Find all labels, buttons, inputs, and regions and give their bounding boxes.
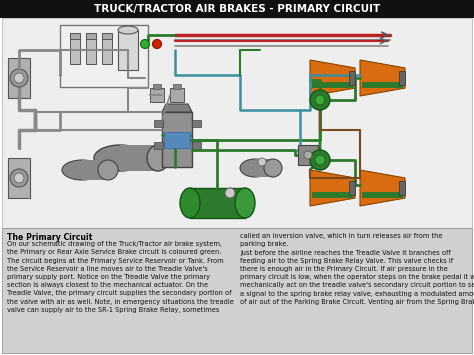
Bar (312, 82, 353, 88)
Circle shape (14, 173, 24, 183)
Text: called an inversion valve, which in turn releases air from the
parking brake.
Ju: called an inversion valve, which in turn… (240, 233, 474, 305)
Ellipse shape (180, 188, 200, 218)
Polygon shape (360, 170, 405, 206)
Bar (86, 33, 96, 39)
Bar (2, 228, 472, 353)
Circle shape (304, 151, 312, 159)
Polygon shape (310, 60, 355, 96)
Bar (399, 71, 405, 85)
Bar (255, 159, 273, 177)
Ellipse shape (62, 160, 102, 180)
Bar (0, 0, 474, 18)
Circle shape (315, 95, 325, 105)
Ellipse shape (147, 145, 169, 171)
Bar (120, 145, 158, 171)
Text: The Primary Circuit: The Primary Circuit (7, 233, 92, 242)
Bar (102, 33, 112, 39)
Bar (362, 192, 403, 198)
Circle shape (14, 73, 24, 83)
Bar (8, 158, 30, 198)
Bar (190, 188, 245, 218)
Bar (298, 145, 318, 165)
Bar (118, 30, 138, 70)
Ellipse shape (98, 160, 118, 180)
Ellipse shape (240, 159, 270, 177)
Bar (86, 36, 96, 64)
Bar (170, 88, 184, 102)
Bar (82, 160, 108, 180)
Bar (399, 181, 405, 195)
Bar (349, 181, 355, 195)
Circle shape (315, 155, 325, 165)
Bar (2, 18, 472, 228)
Bar (150, 88, 164, 102)
Bar (60, 25, 148, 87)
Bar (192, 120, 201, 127)
Polygon shape (360, 60, 405, 96)
Circle shape (10, 69, 28, 87)
Bar (164, 132, 190, 148)
Polygon shape (310, 170, 355, 206)
Text: On our schematic drawing of the Truck/Tractor air brake system,
the Primary or R: On our schematic drawing of the Truck/Tr… (7, 241, 234, 313)
Circle shape (10, 169, 28, 187)
Bar (173, 84, 181, 89)
Bar (154, 120, 163, 127)
Text: TRUCK/TRACTOR AIR BRAKES - PRIMARY CIRCUIT: TRUCK/TRACTOR AIR BRAKES - PRIMARY CIRCU… (94, 4, 380, 14)
Ellipse shape (264, 159, 282, 177)
Ellipse shape (235, 188, 255, 218)
Bar (70, 33, 80, 39)
Bar (312, 192, 353, 198)
Bar (153, 84, 161, 89)
Circle shape (153, 39, 162, 49)
Bar (192, 142, 201, 149)
Bar (362, 82, 403, 88)
Circle shape (225, 188, 235, 198)
Circle shape (140, 39, 149, 49)
Polygon shape (162, 104, 192, 112)
Bar (154, 142, 163, 149)
Bar (70, 36, 80, 64)
Ellipse shape (118, 26, 138, 34)
Circle shape (310, 90, 330, 110)
Ellipse shape (94, 145, 146, 171)
Bar (102, 36, 112, 64)
Bar (349, 71, 355, 85)
Bar (162, 112, 192, 167)
Circle shape (258, 158, 266, 166)
Bar (8, 58, 30, 98)
Circle shape (310, 150, 330, 170)
